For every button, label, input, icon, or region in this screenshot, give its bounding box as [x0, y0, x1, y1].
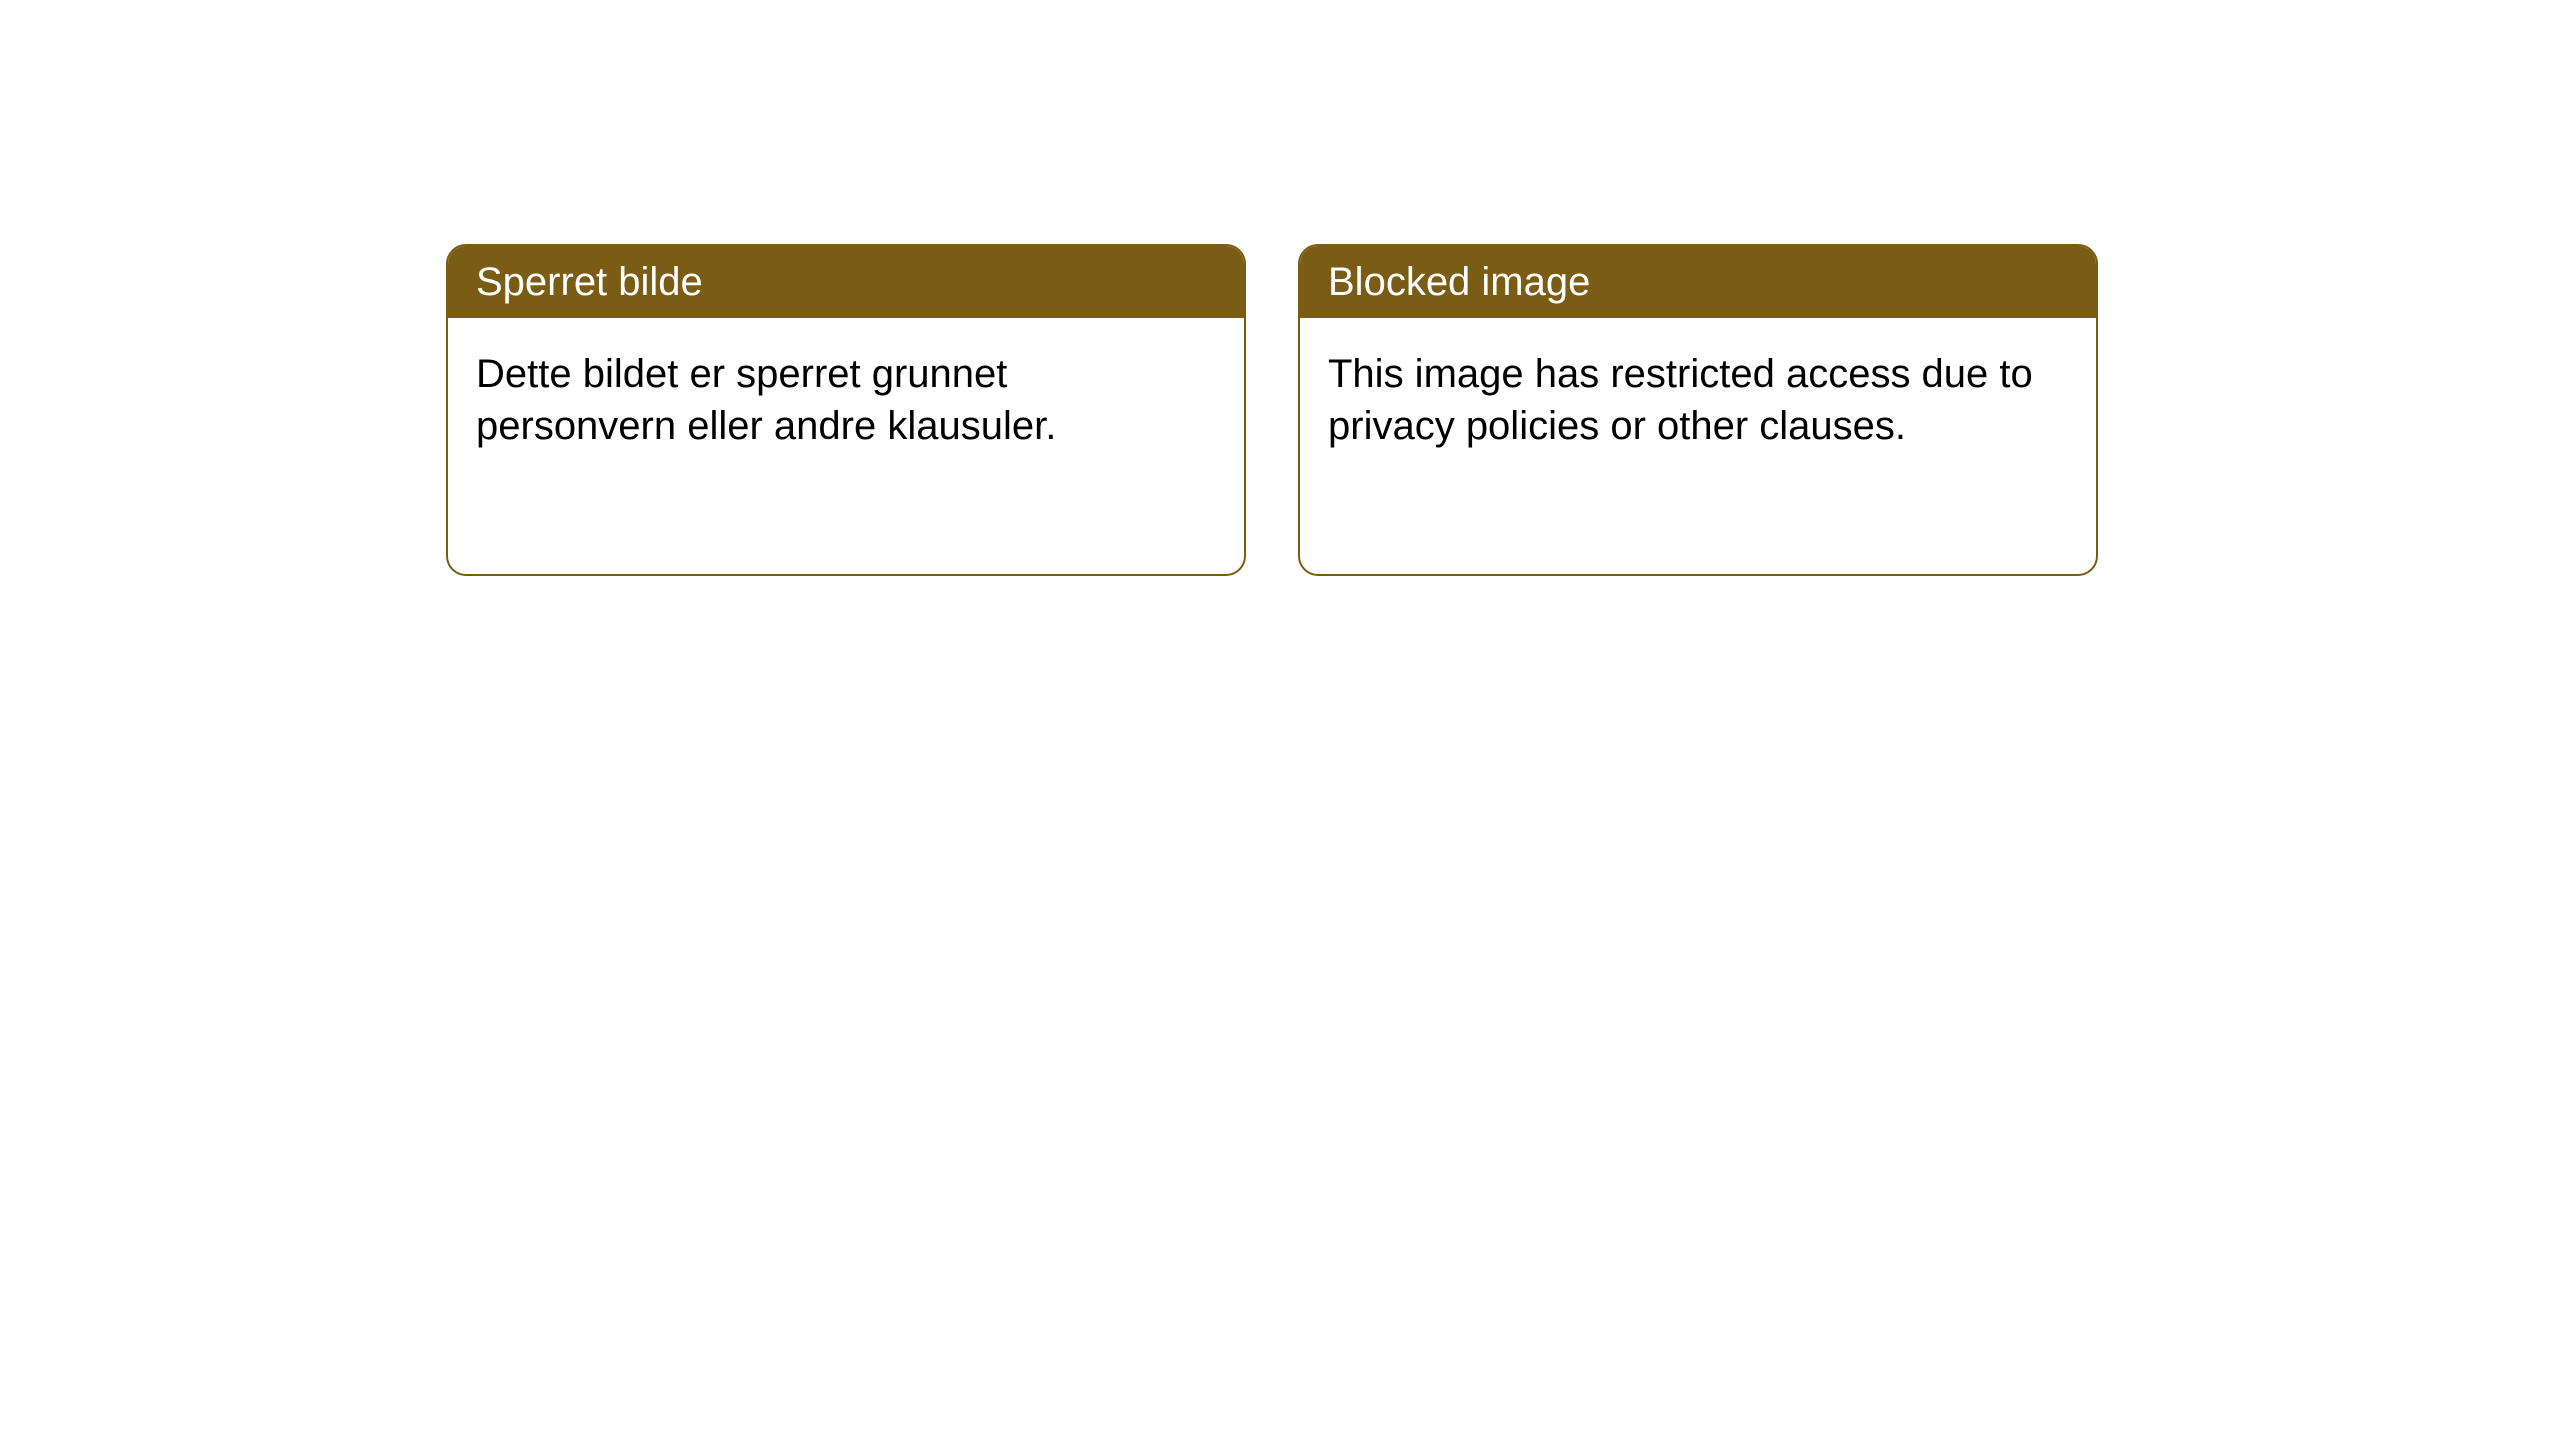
notice-card-english: Blocked image This image has restricted …: [1298, 244, 2098, 576]
notice-card-norwegian: Sperret bilde Dette bildet er sperret gr…: [446, 244, 1246, 576]
notice-body-english: This image has restricted access due to …: [1300, 318, 2096, 482]
notice-container: Sperret bilde Dette bildet er sperret gr…: [0, 0, 2560, 576]
notice-title-norwegian: Sperret bilde: [448, 246, 1244, 318]
notice-title-english: Blocked image: [1300, 246, 2096, 318]
notice-body-norwegian: Dette bildet er sperret grunnet personve…: [448, 318, 1244, 482]
